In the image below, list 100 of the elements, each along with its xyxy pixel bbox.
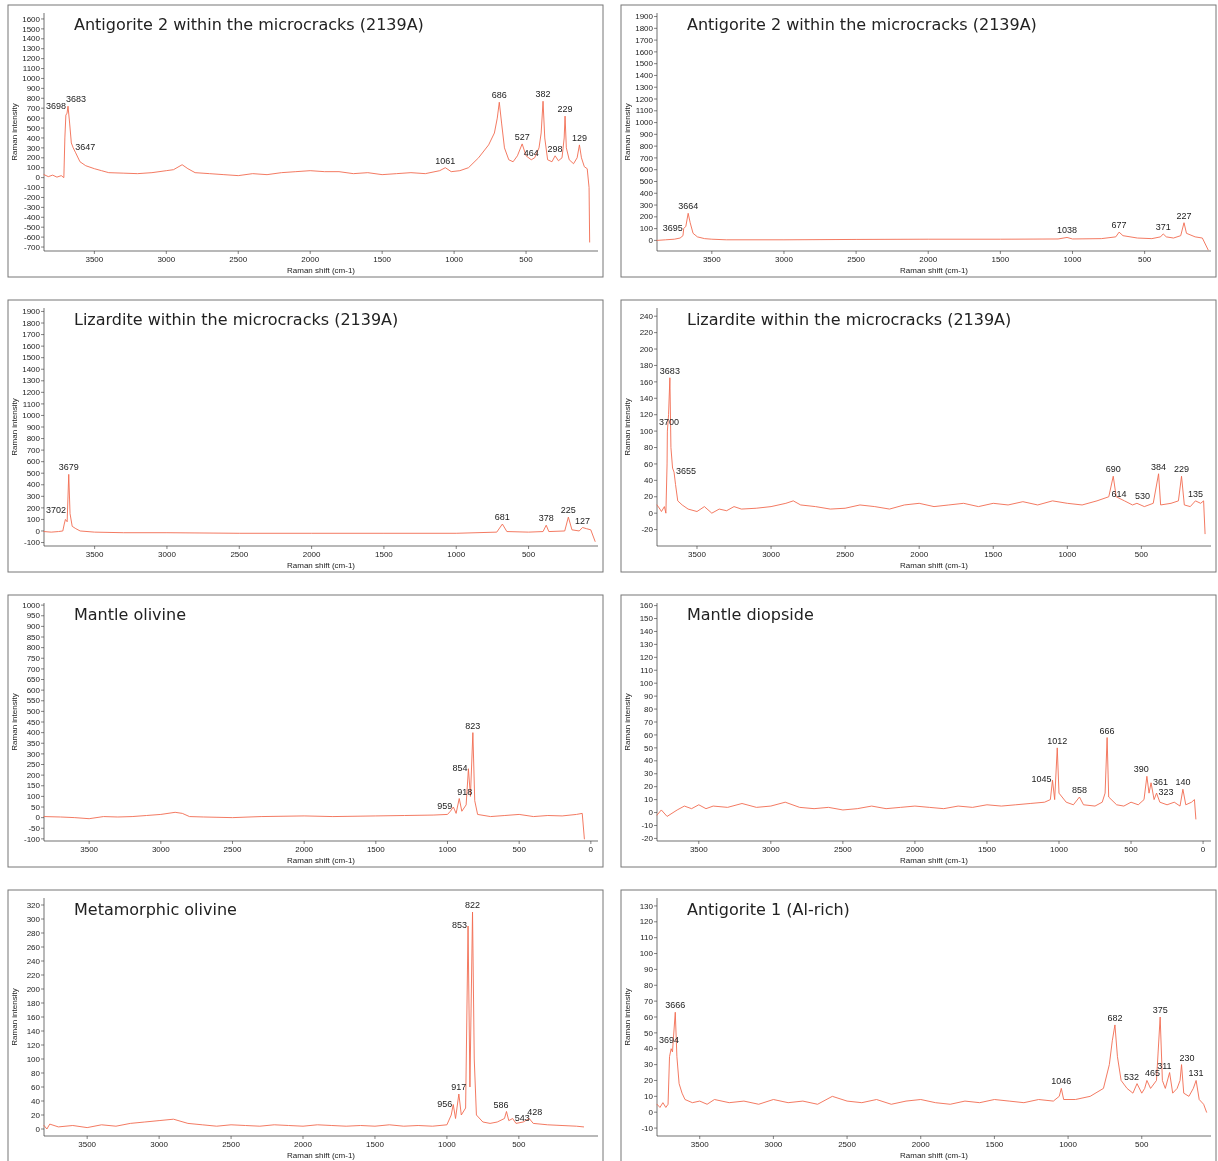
annotation: 3698 — [46, 101, 67, 112]
chart-title: Metamorphic olivine — [74, 900, 237, 919]
y-tick-label: 280 — [26, 928, 41, 938]
y-tick-label: -600 — [23, 232, 41, 242]
x-tick-label: 3000 — [151, 845, 171, 854]
x-tick-label: 1000 — [438, 1140, 457, 1149]
y-tick-label: 60 — [644, 459, 654, 469]
y-tick-label: 1500 — [22, 24, 41, 34]
y-tick-label: -500 — [23, 222, 41, 232]
y-tick-label: 1600 — [635, 47, 654, 57]
chart-title: Mantle olivine — [74, 605, 186, 624]
x-tick-label: 2000 — [919, 255, 938, 264]
x-tick-label: 1500 — [375, 550, 394, 559]
annotation: 323 — [1158, 787, 1174, 798]
x-axis-title: Raman shift (cm-1) — [899, 266, 969, 275]
y-tick-label: 300 — [26, 749, 41, 759]
x-tick-label: 2500 — [222, 1140, 241, 1149]
y-tick-label: 120 — [26, 1040, 41, 1050]
x-tick-label: 3500 — [702, 255, 722, 264]
y-tick-label: 900 — [639, 130, 654, 139]
y-tick-label: 200 — [26, 770, 41, 780]
x-tick-label: 500 — [521, 550, 536, 559]
x-axis-title: Raman shift (cm-1) — [286, 561, 356, 570]
y-tick-label: 160 — [639, 377, 654, 387]
annotation: 3683 — [66, 94, 87, 105]
x-tick-label: 1500 — [984, 550, 1003, 559]
x-tick-label: 2500 — [833, 845, 853, 854]
annotation: 229 — [557, 104, 573, 115]
y-tick-label: 320 — [26, 900, 41, 910]
y-tick-label: 110 — [640, 933, 654, 943]
x-tick-label: 1000 — [447, 550, 466, 559]
y-tick-label: 200 — [26, 153, 41, 163]
y-tick-label: 200 — [639, 212, 654, 222]
annotation: 361 — [1153, 776, 1169, 787]
y-tick-label: 800 — [26, 93, 41, 103]
y-tick-label: 130 — [639, 640, 654, 650]
y-tick-label: -100 — [23, 834, 41, 844]
x-tick-label: 2500 — [838, 1140, 857, 1149]
y-tick-label: 1000 — [22, 74, 41, 84]
y-tick-label: 1900 — [22, 307, 41, 317]
y-tick-label: 120 — [639, 917, 654, 927]
annotation: 1012 — [1047, 735, 1068, 746]
annotation: 384 — [1151, 461, 1167, 472]
x-tick-label: 3000 — [764, 1140, 783, 1149]
x-tick-label: 3500 — [689, 845, 709, 854]
y-tick-label: 800 — [26, 434, 41, 444]
y-tick-label: 70 — [644, 996, 654, 1006]
y-tick-label: 50 — [31, 802, 41, 812]
annotation: 858 — [1071, 785, 1087, 796]
y-tick-label: -100 — [23, 538, 41, 548]
y-tick-label: 20 — [644, 782, 654, 792]
annotation: 686 — [491, 90, 507, 101]
y-tick-label: -700 — [23, 242, 41, 252]
y-axis-title: Raman intensity — [623, 103, 632, 161]
x-axis-title: Raman shift (cm-1) — [286, 856, 356, 865]
y-tick-label: 1200 — [635, 94, 654, 104]
y-tick-label: 50 — [644, 743, 654, 753]
y-tick-label: 1100 — [22, 399, 41, 409]
y-tick-label: 300 — [26, 143, 41, 153]
y-tick-label: 120 — [639, 652, 654, 662]
x-tick-label: 2500 — [223, 845, 242, 854]
y-tick-label: -10 — [641, 1123, 654, 1133]
y-tick-label: 0 — [35, 526, 41, 536]
y-tick-label: 60 — [644, 1012, 654, 1022]
y-tick-label: 850 — [26, 632, 41, 642]
y-tick-label: 140 — [639, 393, 654, 403]
y-axis-title: Raman intensity — [10, 398, 19, 456]
y-tick-label: 20 — [644, 1076, 654, 1086]
annotation: 530 — [1134, 491, 1150, 502]
y-tick-label: 30 — [644, 769, 654, 779]
y-tick-label: 1000 — [22, 600, 41, 610]
annotation: 527 — [514, 131, 530, 142]
y-tick-label: 200 — [639, 344, 654, 354]
annotation: 230 — [1179, 1052, 1195, 1063]
x-axis-title: Raman shift (cm-1) — [899, 1151, 969, 1160]
y-tick-label: 120 — [639, 410, 654, 420]
x-tick-label: 1000 — [1058, 550, 1077, 559]
x-axis-title: Raman shift (cm-1) — [286, 1151, 356, 1160]
annotation: 532 — [1124, 1071, 1140, 1082]
annotation: 822 — [465, 900, 481, 910]
annotation: 3695 — [662, 222, 683, 233]
annotation: 465 — [1144, 1068, 1160, 1079]
annotation: 1045 — [1031, 774, 1052, 785]
y-tick-label: 400 — [26, 728, 41, 738]
annotation: 3683 — [659, 365, 680, 376]
annotation: 135 — [1187, 488, 1203, 499]
annotation: 959 — [437, 801, 453, 811]
y-tick-label: 0 — [35, 1124, 41, 1134]
y-tick-label: 1300 — [22, 44, 41, 54]
y-tick-label: 400 — [639, 188, 654, 198]
y-tick-label: 350 — [26, 738, 41, 748]
y-tick-label: 1400 — [22, 364, 41, 374]
y-tick-label: 150 — [639, 614, 654, 624]
line-series — [656, 377, 1206, 535]
x-tick-label: 2000 — [906, 845, 925, 854]
y-tick-label: 20 — [644, 492, 654, 502]
y-tick-label: 500 — [26, 123, 41, 133]
y-tick-label: 1400 — [22, 34, 41, 44]
annotation: 390 — [1133, 764, 1149, 775]
annotation: 311 — [1157, 1060, 1172, 1071]
